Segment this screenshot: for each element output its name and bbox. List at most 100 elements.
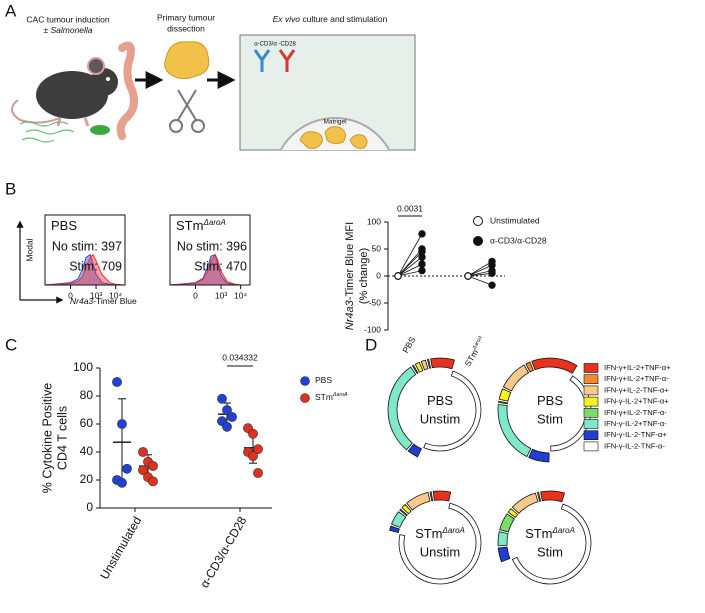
donut-segment — [391, 511, 407, 528]
antibody — [253, 49, 271, 72]
donut-segment — [511, 503, 592, 585]
text-part: Ex vivo — [273, 14, 301, 24]
panel-label: C — [5, 335, 17, 354]
donut-segment — [502, 364, 530, 392]
legend-swatch — [583, 396, 599, 407]
data-point — [122, 463, 132, 474]
donut-segment — [525, 361, 534, 373]
data-point — [248, 428, 258, 439]
pair-line — [397, 256, 423, 277]
x-axis-label: Nr4a3-Timer Blue — [70, 296, 137, 306]
data-point — [112, 377, 122, 387]
step-text: Primary tumour — [157, 12, 215, 22]
data-point — [418, 253, 426, 261]
x-tick-label: 10⁴ — [109, 290, 122, 300]
donut-segment — [507, 508, 519, 519]
donut-subtitle: Unstim — [420, 411, 460, 426]
text-part: PBS — [401, 335, 418, 355]
text-part: -Timer Blue MFI — [344, 222, 356, 300]
donut-segment — [531, 357, 578, 374]
text-part: STm — [176, 218, 203, 233]
pair-line — [397, 233, 423, 277]
donut-segment — [499, 513, 515, 533]
pair-line — [467, 272, 493, 277]
donut-title: PBS — [537, 393, 563, 408]
text-part: -Timer Blue — [93, 296, 137, 306]
donut-segment — [401, 503, 412, 515]
mouse-ear — [87, 57, 105, 75]
x-tick-label: STmΔaroA — [463, 335, 488, 369]
y-tick-label: 20 — [80, 472, 94, 486]
donut-segment — [414, 361, 424, 373]
text-part: ΔaroA — [332, 392, 348, 398]
data-point — [227, 412, 237, 422]
legend-label: IFN-γ+IL-2+TNF-α+ — [604, 363, 671, 372]
data-point — [222, 405, 232, 415]
panel-label: A — [5, 1, 17, 20]
donut-segment — [420, 359, 429, 371]
y-axis-label: Modal — [24, 238, 34, 261]
donut-segment — [406, 491, 431, 511]
antibody-label: α-CD3/α -CD28 — [254, 42, 296, 48]
legend-swatch — [583, 430, 599, 441]
donut-segment — [497, 531, 509, 547]
text-part: ΔaroA — [442, 526, 465, 535]
legend-label: Unstimulated — [490, 215, 540, 225]
donut-segment — [407, 443, 422, 458]
stat-annotation: Stim: 470 — [194, 259, 247, 273]
legend-label: IFN-γ+IL-2-TNF-α+ — [604, 385, 669, 394]
plot-frame — [44, 214, 126, 286]
data-point — [217, 393, 227, 404]
text-part: Nr4a3 — [70, 296, 93, 306]
bacterium — [90, 125, 110, 135]
legend-marker — [473, 216, 483, 226]
legend-label: IFN-γ-IL-2+TNF-α- — [604, 419, 667, 428]
mouse-tail — [11, 99, 61, 124]
text-part: PBS — [51, 218, 77, 233]
density-area — [44, 253, 126, 286]
legend-label: STmΔaroA — [315, 392, 348, 402]
donut-segment — [430, 357, 455, 370]
x-tick-label: 0 — [193, 290, 198, 300]
text-part: STm — [415, 526, 442, 541]
panel-label: B — [5, 179, 16, 198]
y-tick-label: 0 — [86, 500, 93, 514]
text-part: STm — [315, 392, 333, 402]
donut-segment — [498, 400, 509, 405]
stat-annotation: No stim: 397 — [52, 239, 122, 253]
text-part: PBS — [315, 375, 332, 385]
x-tick-label: 10⁴ — [234, 290, 247, 300]
donut-subtitle: Stim — [537, 411, 563, 426]
x-tick-label: α-CD3/α-CD28 — [197, 514, 249, 590]
tumour — [164, 41, 210, 80]
data-point — [418, 230, 426, 238]
mouse-head — [90, 68, 118, 96]
donut-segment — [511, 492, 539, 514]
legend-swatch — [583, 374, 599, 385]
text-part: ΔaroA — [202, 218, 225, 227]
x-tick-label: 0 — [68, 290, 73, 300]
y-tick-label: 100 — [73, 360, 93, 374]
legend-label: PBS — [315, 375, 332, 385]
donut-segment — [387, 366, 417, 451]
y-axis-label: Nr4a3-Timer Blue MFI — [344, 222, 356, 330]
pair-line — [397, 270, 423, 277]
legend-label: IFN-γ-IL-2-TNF-α- — [604, 441, 665, 450]
stat-annotation: No stim: 396 — [177, 239, 247, 253]
legend-label: IFN-γ-IL-2+TNF-α+ — [604, 397, 669, 406]
y-axis-label: % Cytokine Positive — [40, 383, 54, 494]
donut-segment — [498, 388, 512, 402]
schematic: CAC tumour induction ± Salmonella Primar… — [11, 12, 416, 151]
legend-label: IFN-γ-IL-2-TNF-α+ — [604, 430, 667, 439]
legend-marker — [473, 236, 483, 246]
x-tick-label: 10³ — [90, 290, 102, 300]
y-tick-label: 80 — [80, 388, 94, 402]
data-point — [253, 444, 263, 455]
donut-title: STmΔaroA — [415, 526, 465, 542]
data-point — [248, 451, 258, 462]
donut-segment — [423, 370, 482, 452]
y-axis-label: CD4 T cells — [55, 406, 69, 470]
colon — [116, 41, 138, 140]
data-point — [117, 419, 127, 429]
data-point — [222, 421, 232, 432]
